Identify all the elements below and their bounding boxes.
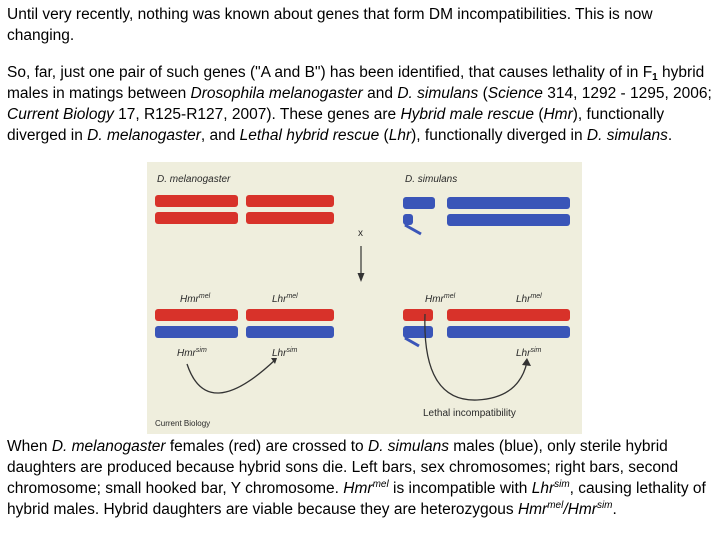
hmr-sim-label-left: Hmrsim (177, 347, 207, 359)
gene-label: Lhr (516, 294, 531, 305)
allele-text: sim (554, 479, 570, 490)
species-name: D. simulans (397, 85, 479, 102)
text-run: . (612, 501, 617, 518)
allele-text: mel (372, 479, 389, 490)
allele-label: sim (286, 347, 297, 354)
gene-label: Lhr (516, 348, 531, 359)
slash: / (563, 501, 568, 518)
mel-x-chromosome (155, 212, 238, 224)
lhr-mel-label-right: Lhrmel (516, 293, 542, 305)
text-run: , causing lethality of hybrid males. Hyb… (7, 480, 706, 518)
interaction-arrow-right-head (522, 358, 531, 366)
hybrid-sim-y-chromosome (403, 326, 433, 338)
gene-label: Hmr (177, 348, 197, 359)
lhr-sim-label-right: Lhrsim (516, 347, 542, 359)
species-name: D. melanogaster (51, 438, 166, 455)
hybrid-mel-second-chromosome (447, 309, 570, 321)
right-species-label: D. simulans (405, 174, 457, 185)
text-run: So, far, just one pair of such genes ("A… (7, 64, 653, 81)
allele-superscript: sim (554, 479, 570, 490)
text-run: , and (200, 127, 240, 144)
crossing-diagram: D. melanogaster D. simulans x Hmrmel Lhr… (155, 174, 570, 428)
lhr-sim-label-left: Lhrsim (272, 347, 298, 359)
allele-label: mel (530, 293, 542, 300)
hybrid-sim-second-chromosome (447, 326, 570, 338)
allele-text: sim (596, 500, 613, 511)
species-name: Drosophila melanogaster (190, 85, 363, 102)
crossing-figure: D. melanogaster D. simulans x Hmrmel Lhr… (147, 162, 582, 434)
journal-name: Current Biology (7, 106, 114, 123)
gene-symbol: Hmr (567, 501, 597, 518)
cross-symbol: x (358, 228, 363, 239)
gene-label: Hmr (425, 294, 445, 305)
allele-label: mel (286, 293, 298, 300)
text-run: ), functionally diverged in (411, 127, 587, 144)
text-run: ( (379, 127, 389, 144)
gene-pair-paragraph: So, far, just one pair of such genes ("A… (7, 62, 713, 146)
hmr-mel-label-right: Hmrmel (425, 293, 456, 305)
species-name: D. simulans (586, 127, 668, 144)
sim-y-chromosome (403, 214, 413, 225)
text-run: When (7, 438, 52, 455)
allele-text: mel (547, 500, 564, 511)
sim-second-chromosome (447, 214, 570, 226)
lethal-incompatibility-label: Lethal incompatibility (423, 408, 516, 419)
text-run: 17, R125-R127, 2007). These genes are (113, 106, 401, 123)
text-run: ( (534, 106, 544, 123)
gene-name: Lethal hybrid rescue (239, 127, 380, 144)
mel-second-chromosome (246, 212, 334, 224)
text-run: males (blue), only sterile hybrid daught… (7, 438, 679, 497)
allele-superscript: mel (547, 500, 563, 511)
gene-symbol: Hmr (343, 480, 373, 497)
gene-label: Lhr (272, 348, 287, 359)
interaction-arrow-right (424, 313, 528, 401)
figure-credit: Current Biology (155, 419, 210, 428)
interaction-arrow-left-head (271, 358, 277, 364)
species-name: D. melanogaster (87, 127, 201, 144)
mel-x-chromosome (155, 195, 238, 207)
allele-label: sim (530, 347, 541, 354)
allele-label: mel (444, 293, 456, 300)
hybrid-sim-x-chromosome (155, 326, 238, 338)
y-chromosome-hook (404, 223, 422, 236)
intro-paragraph: Until very recently, nothing was known a… (7, 6, 653, 44)
figure-caption: When D. melanogaster females (red) are c… (7, 436, 713, 520)
text-run: hybrid males in matings between (7, 64, 705, 102)
gene-symbol: Hmr (543, 106, 573, 123)
text-run: females (red) are crossed to (165, 438, 368, 455)
text-run: ), functionally diverged in (7, 106, 665, 144)
gene-name: Hybrid male rescue (400, 106, 535, 123)
hybrid-sim-second-chromosome (246, 326, 334, 338)
allele-label: mel (199, 293, 211, 300)
sim-second-chromosome (447, 197, 570, 209)
left-species-label: D. melanogaster (157, 174, 231, 185)
allele-label: sim (196, 347, 207, 354)
gene-symbol: Hmr (517, 501, 548, 518)
subscript-run: 1 (652, 72, 658, 83)
allele-superscript: sim (597, 500, 613, 511)
y-chromosome-hook (404, 336, 420, 348)
gene-label: Hmr (180, 294, 200, 305)
hybrid-mel-x-chromosome (155, 309, 238, 321)
hybrid-mel-second-chromosome (246, 309, 334, 321)
text-run: ( (478, 85, 488, 102)
lhr-mel-label-left: Lhrmel (272, 293, 298, 305)
cross-arrow-head (357, 273, 365, 282)
gene-symbol: Lhr (531, 480, 555, 497)
species-name: D. simulans (368, 438, 449, 455)
hmr-mel-label-left: Hmrmel (180, 293, 211, 305)
mel-second-chromosome (246, 195, 334, 207)
text-run: and (362, 85, 398, 102)
gene-symbol: Lhr (388, 127, 412, 144)
interaction-arrow-left (186, 359, 276, 394)
sim-x-chromosome (403, 197, 435, 209)
text-run: 314, 1292 - 1295, 2006; (542, 85, 712, 102)
text-run: . (667, 127, 673, 144)
journal-name: Science (487, 85, 543, 102)
text-run: is incompatible with (388, 480, 532, 497)
hybrid-mel-x-chromosome (403, 309, 433, 321)
allele-superscript: mel (373, 479, 389, 490)
gene-label: Lhr (272, 294, 287, 305)
